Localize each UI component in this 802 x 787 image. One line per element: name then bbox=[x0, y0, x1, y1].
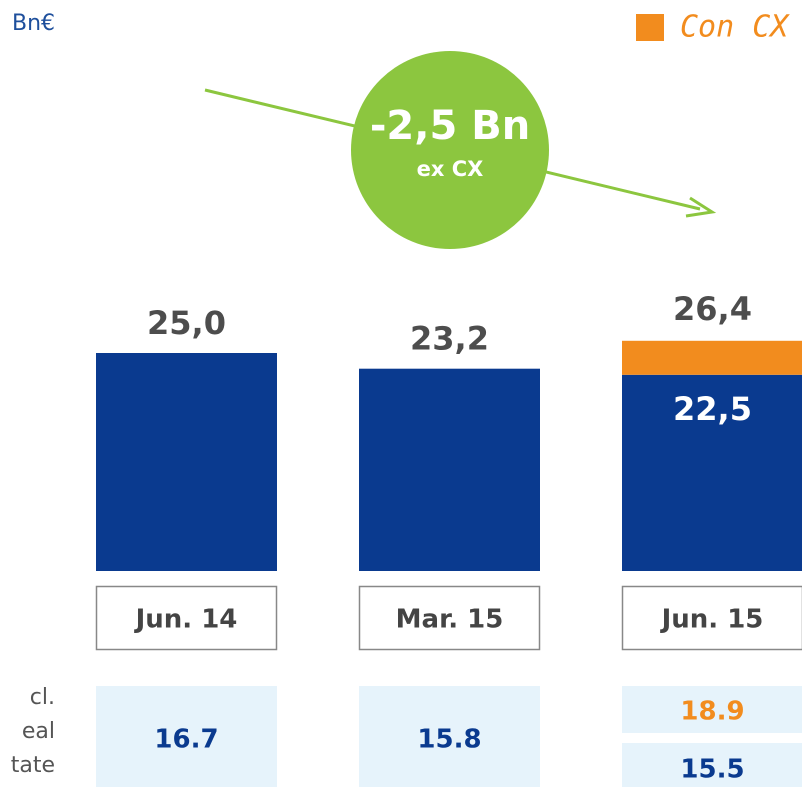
row-label: eal bbox=[22, 719, 55, 744]
annotation-main: -2,5 Bn bbox=[370, 103, 530, 149]
x-tick-label: Jun. 15 bbox=[660, 605, 764, 635]
unit-label: Bn€ bbox=[12, 11, 55, 36]
arrow-head bbox=[685, 196, 717, 218]
row-value: 16.7 bbox=[154, 725, 218, 755]
total-label: 26,4 bbox=[673, 290, 752, 328]
bar-value-label: 22,5 bbox=[673, 390, 752, 428]
row-cell bbox=[622, 743, 802, 787]
row-value: 15.5 bbox=[680, 755, 744, 785]
bar-segment bbox=[622, 340, 802, 375]
bar-segment bbox=[622, 374, 802, 571]
row-label: cl. bbox=[30, 685, 55, 710]
category-box bbox=[95, 585, 278, 651]
row-cell bbox=[96, 686, 277, 787]
row-cell bbox=[622, 686, 802, 733]
bar-value-label: 25,0 bbox=[147, 304, 226, 342]
row-value: 15.8 bbox=[417, 725, 481, 755]
bar-value-label: 23,2 bbox=[410, 320, 489, 358]
category-box bbox=[621, 585, 802, 651]
x-tick-label: Jun. 14 bbox=[134, 605, 238, 635]
x-tick-label: Mar. 15 bbox=[396, 605, 504, 635]
row-con-cx: 18.9 bbox=[680, 697, 744, 727]
annotation-sub: ex CX bbox=[417, 157, 484, 181]
annotation-circle bbox=[351, 51, 549, 249]
bar-segment bbox=[96, 353, 277, 571]
legend-swatch bbox=[636, 14, 664, 41]
legend-label: Con CX bbox=[680, 10, 790, 45]
row-label: tate bbox=[11, 753, 55, 778]
category-box bbox=[358, 585, 541, 651]
bar-segment bbox=[359, 368, 540, 571]
row-cell bbox=[359, 686, 540, 787]
